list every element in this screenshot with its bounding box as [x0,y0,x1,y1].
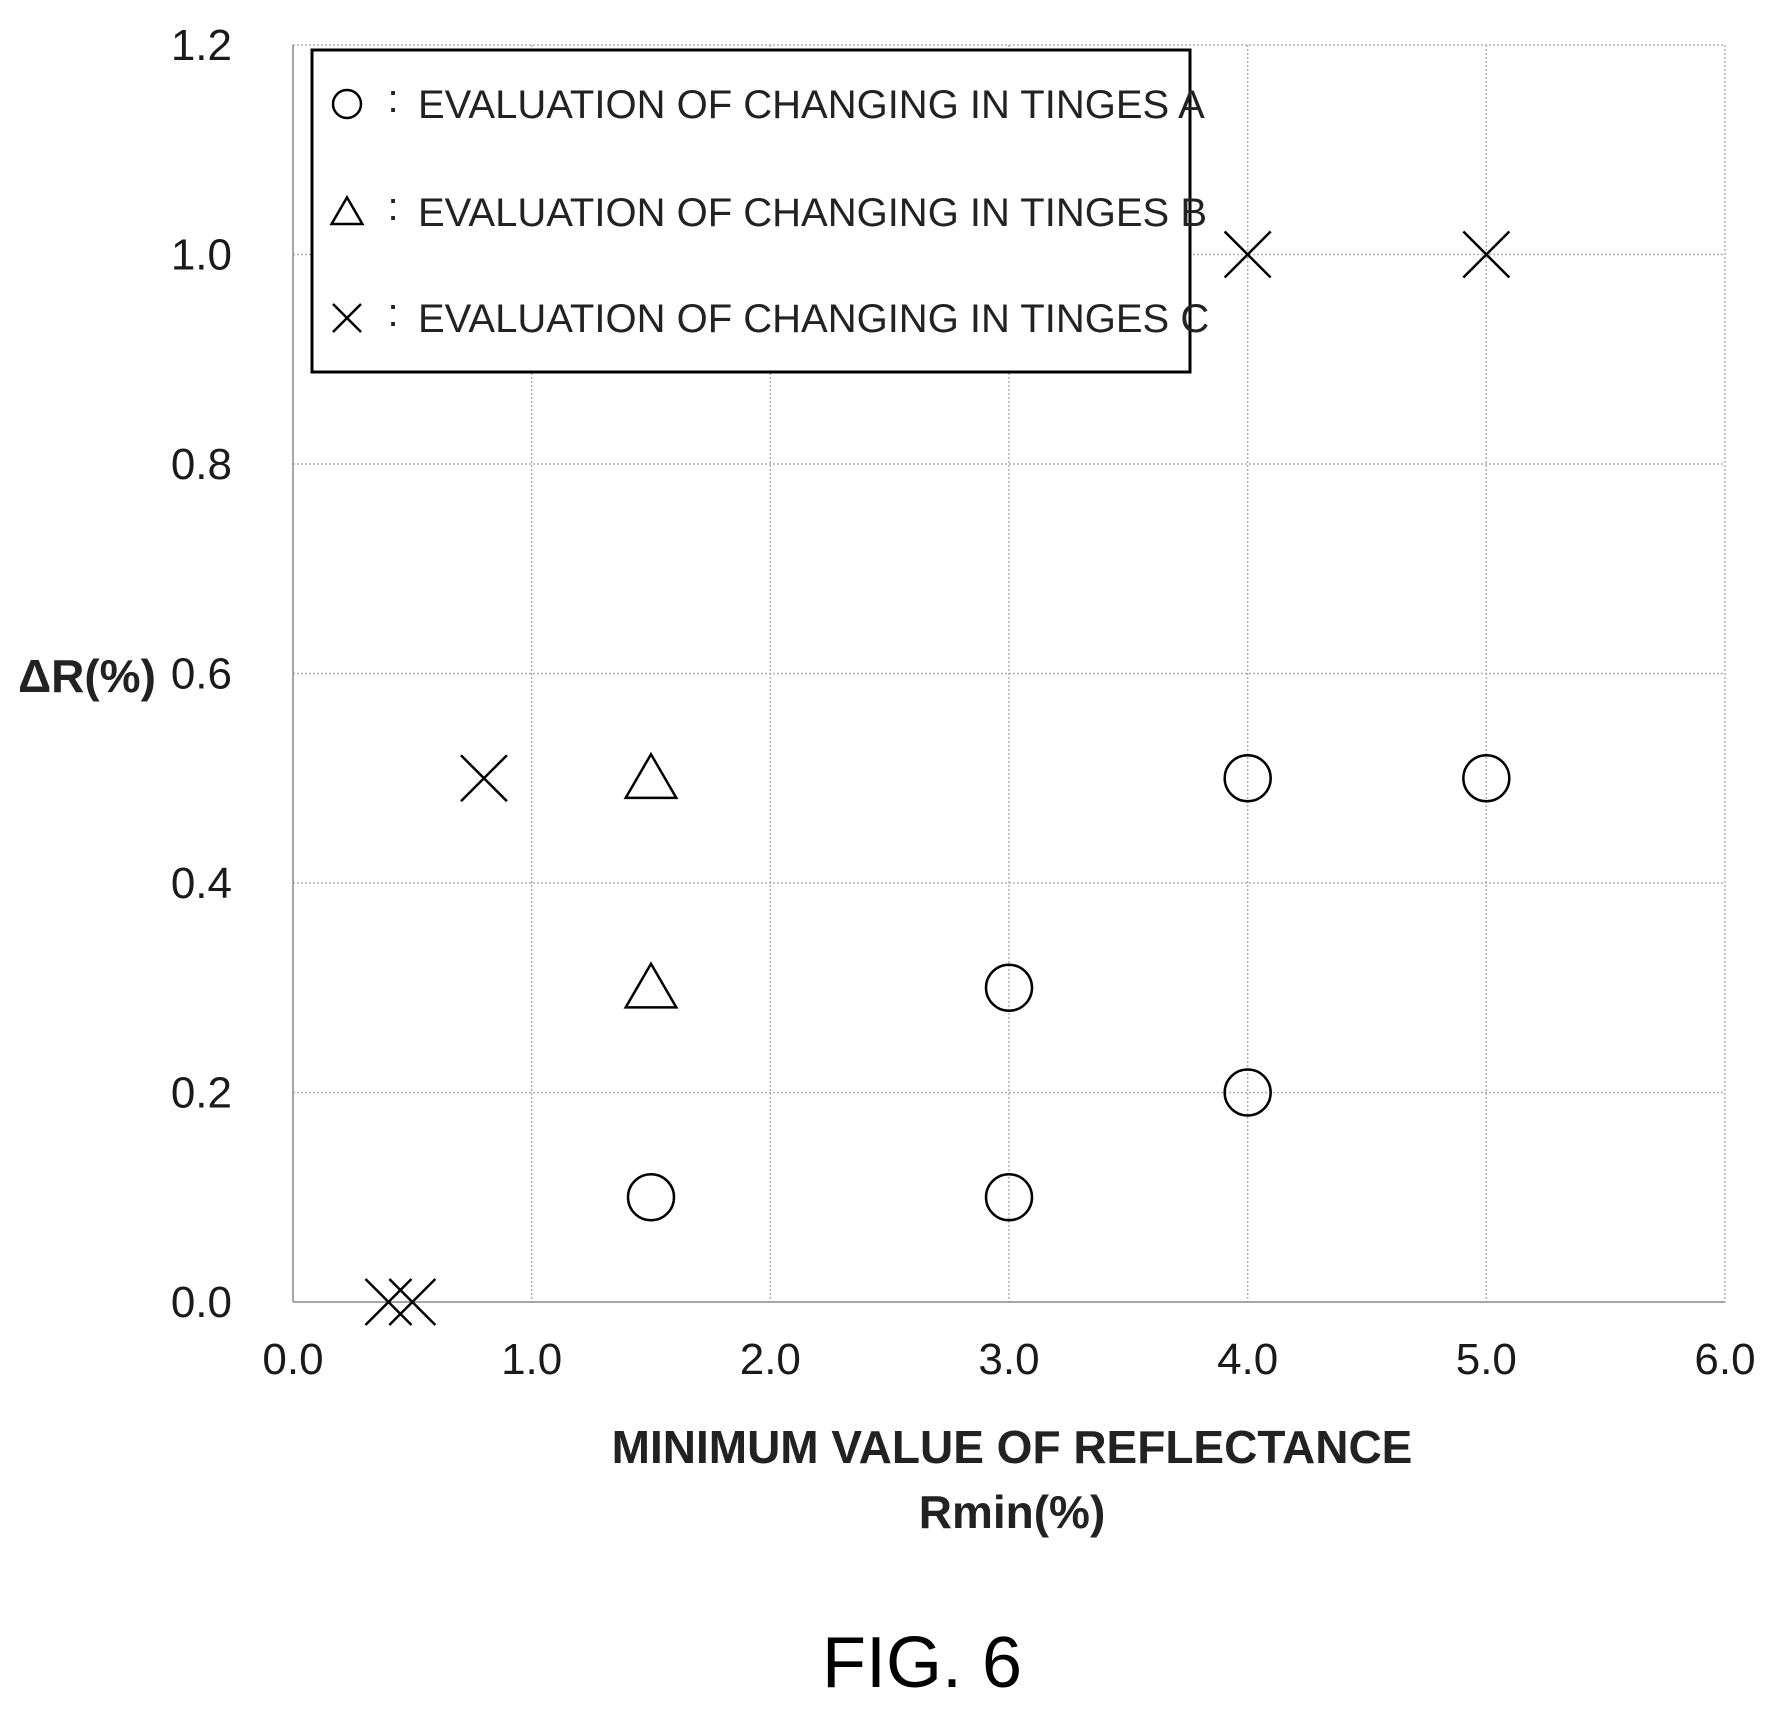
legend-separator: : [387,77,398,121]
circle-marker [984,963,1034,1012]
legend-box [310,48,1192,374]
y-tick-label: 0.2 [171,1069,232,1118]
legend-label: EVALUATION OF CHANGING IN TINGES B [418,191,1207,235]
x-tick-label: 0.0 [262,1335,323,1384]
triangle-marker [623,961,679,1009]
x-tick-label: 4.0 [1217,1335,1278,1384]
cross-marker [1462,230,1511,279]
circle-marker [626,1173,676,1222]
x-tick-label: 3.0 [978,1335,1039,1384]
legend: : EVALUATION OF CHANGING IN TINGES A: EVAL… [310,48,1209,374]
circle-marker [1462,754,1511,803]
cross-marker [388,1278,437,1326]
data-points [364,230,1511,1326]
legend-label: EVALUATION OF CHANGING IN TINGES A [418,83,1205,127]
x-axis-label-line1: MINIMUM VALUE OF REFLECTANCE [612,1421,1413,1473]
circle-marker [984,1173,1034,1222]
cross-marker [364,1278,413,1326]
tick-labels: 0.0 1.0 2.0 3.0 4.0 5.0 6.0 0.0 0.2 0.4 0.6 0.8 1.0 1… [171,21,1756,1384]
y-tick-label: 0.8 [171,440,232,489]
legend-separator: : [387,185,398,229]
y-tick-label: 0.6 [171,650,232,699]
y-tick-label: 0.0 [171,1278,232,1327]
legend-cross-marker [332,303,362,333]
y-tick-label: 1.0 [171,231,232,280]
legend-triangle-marker [329,194,365,226]
legend-separator: : [387,291,398,335]
legend-circle-marker [331,88,363,120]
y-axis-label: ΔR(%) [18,650,156,702]
circle-marker [1223,754,1272,803]
axes [292,45,1725,1303]
triangle-marker [623,751,679,800]
x-axis-label-line2: Rmin(%) [919,1486,1106,1538]
y-tick-label: 0.4 [171,859,232,908]
y-tick-label: 1.2 [171,21,232,70]
legend-label: EVALUATION OF CHANGING IN TINGES C [418,297,1209,341]
x-tick-label: 1.0 [501,1335,562,1384]
figure-caption: FIG. 6 [822,1623,1022,1703]
x-tick-label: 2.0 [740,1335,801,1384]
circle-marker [1223,1068,1272,1117]
cross-marker [1223,230,1272,279]
cross-marker [460,754,508,803]
x-tick-label: 6.0 [1694,1335,1755,1384]
x-tick-label: 5.0 [1456,1335,1517,1384]
